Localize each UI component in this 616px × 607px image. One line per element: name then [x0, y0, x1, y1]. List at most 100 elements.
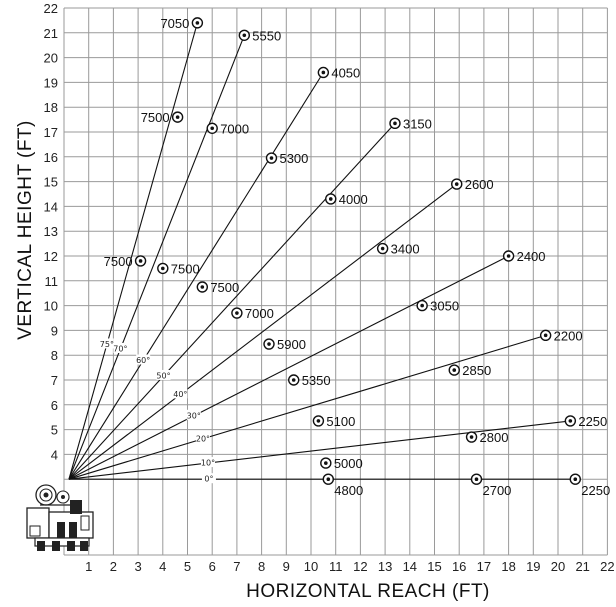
- grid: [63, 7, 608, 556]
- x-tick-label: 2: [110, 559, 117, 574]
- angle-label-bg: [201, 473, 216, 484]
- x-tick-label: 10: [304, 559, 318, 574]
- capacity-label: 2600: [465, 177, 494, 192]
- x-tick-label: 21: [575, 559, 589, 574]
- x-tick-label: 18: [501, 559, 515, 574]
- x-tick-label: 6: [209, 559, 216, 574]
- y-tick-label: 14: [44, 199, 58, 214]
- x-tick-label: 1: [85, 559, 92, 574]
- angle-label: 20°: [196, 434, 210, 443]
- capacity-point: [393, 121, 397, 126]
- capacity-point: [380, 246, 385, 251]
- angle-label: 50°: [156, 371, 170, 380]
- capacity-point: [452, 368, 457, 372]
- boom-line: [68, 334, 546, 480]
- capacity-point: [267, 342, 271, 346]
- capacity-point: [161, 266, 165, 271]
- boom-line: [68, 420, 571, 480]
- y-tick-label: 13: [44, 224, 58, 239]
- x-tick-label: 7: [233, 559, 240, 574]
- capacity-label: 3150: [403, 116, 432, 131]
- x-tick-label: 9: [283, 559, 290, 574]
- x-tick-label: 14: [403, 559, 417, 574]
- capacity-point: [321, 70, 326, 75]
- x-tick-label: 8: [258, 559, 265, 574]
- capacity-label: 7500: [141, 110, 170, 125]
- y-tick-label: 10: [44, 299, 58, 314]
- x-tick-label: 4: [159, 559, 166, 574]
- angle-label-bg: [136, 354, 151, 365]
- capacity-label: 2700: [482, 483, 511, 498]
- y-tick-label: 22: [44, 1, 58, 16]
- x-tick-label: 17: [477, 559, 491, 574]
- capacity-point: [474, 477, 479, 482]
- angle-label: 70°: [113, 344, 127, 353]
- capacity-label: 5000: [334, 456, 363, 471]
- boom-line: [68, 255, 509, 480]
- boom-line: [68, 122, 396, 480]
- capacity-label: 4800: [334, 483, 363, 498]
- capacity-point: [454, 182, 459, 186]
- capacity-point: [210, 126, 214, 131]
- x-tick-label: 19: [526, 559, 540, 574]
- capacity-label: 7500: [104, 254, 133, 269]
- capacity-label: 5550: [252, 28, 281, 43]
- x-tick-labels: 1 2 3 4 5 6 7 8 9 10 11 12 13 14 15 16 17 18 19 20 21 22: [85, 559, 615, 574]
- y-tick-label: 17: [44, 125, 58, 140]
- capacity-label: 2250: [578, 414, 607, 429]
- y-tick-label: 5: [51, 423, 58, 438]
- capacity-point: [568, 419, 573, 423]
- x-tick-label: 12: [353, 559, 367, 574]
- boom-line: [68, 35, 245, 480]
- x-axis-title: HORIZONTAL REACH (FT): [246, 581, 490, 602]
- y-axis-title: VERTICAL HEIGHT (FT): [15, 120, 36, 340]
- y-tick-label: 6: [51, 398, 58, 413]
- angle-label: 60°: [136, 356, 150, 365]
- x-tick-label: 15: [427, 559, 441, 574]
- y-tick-label: 4: [51, 447, 58, 462]
- x-tick-label: 11: [329, 559, 343, 574]
- capacity-point: [291, 378, 296, 382]
- capacity-point: [469, 435, 474, 439]
- capacity-point: [235, 311, 239, 315]
- y-tick-labels: 4 5 6 7 8 9 10 11 12 13 14 15 16 17 18 19 20 21 22: [44, 1, 58, 462]
- y-tick-label: 9: [51, 323, 58, 338]
- y-tick-label: 8: [51, 348, 58, 363]
- x-tick-label: 20: [551, 559, 565, 574]
- x-tick-label: 22: [600, 559, 614, 574]
- angle-label-bg: [99, 338, 114, 349]
- x-tick-label: 3: [134, 559, 141, 574]
- capacity-label: 2200: [554, 328, 583, 343]
- capacity-label: 7500: [210, 280, 239, 295]
- capacity-label: 2250: [581, 483, 610, 498]
- boom-lines: [68, 22, 576, 480]
- capacity-label: 7000: [245, 306, 274, 321]
- capacity-point: [420, 303, 424, 308]
- y-tick-label: 12: [44, 249, 58, 264]
- angle-label-bg: [173, 388, 188, 399]
- capacity-label: 7000: [220, 121, 249, 136]
- capacity-points: [134, 17, 581, 485]
- capacity-label: 3400: [391, 242, 420, 257]
- x-tick-label: 13: [378, 559, 392, 574]
- y-tick-label: 18: [44, 100, 58, 115]
- y-tick-label: 11: [45, 274, 59, 289]
- angle-label: 40°: [173, 390, 187, 399]
- angle-label-bg: [195, 432, 210, 443]
- boom-line: [68, 22, 198, 480]
- capacity-point: [175, 115, 180, 119]
- capacity-label: 5900: [277, 337, 306, 352]
- capacity-label: 2400: [517, 249, 546, 264]
- y-tick-label: 20: [44, 51, 58, 66]
- y-tick-label: 7: [51, 373, 58, 388]
- x-tick-label: 5: [184, 559, 191, 574]
- angle-label: 0°: [204, 475, 213, 484]
- crane-base-illustration: [26, 484, 94, 551]
- angle-label-bg: [201, 457, 216, 468]
- capacity-label: 7050: [160, 16, 189, 31]
- capacity-label: 2800: [480, 430, 509, 445]
- capacity-point: [242, 33, 247, 38]
- capacity-point: [324, 461, 328, 465]
- angle-labels: 75°70° 60° 50° 40° 30° 20° 10° 0°: [99, 338, 216, 484]
